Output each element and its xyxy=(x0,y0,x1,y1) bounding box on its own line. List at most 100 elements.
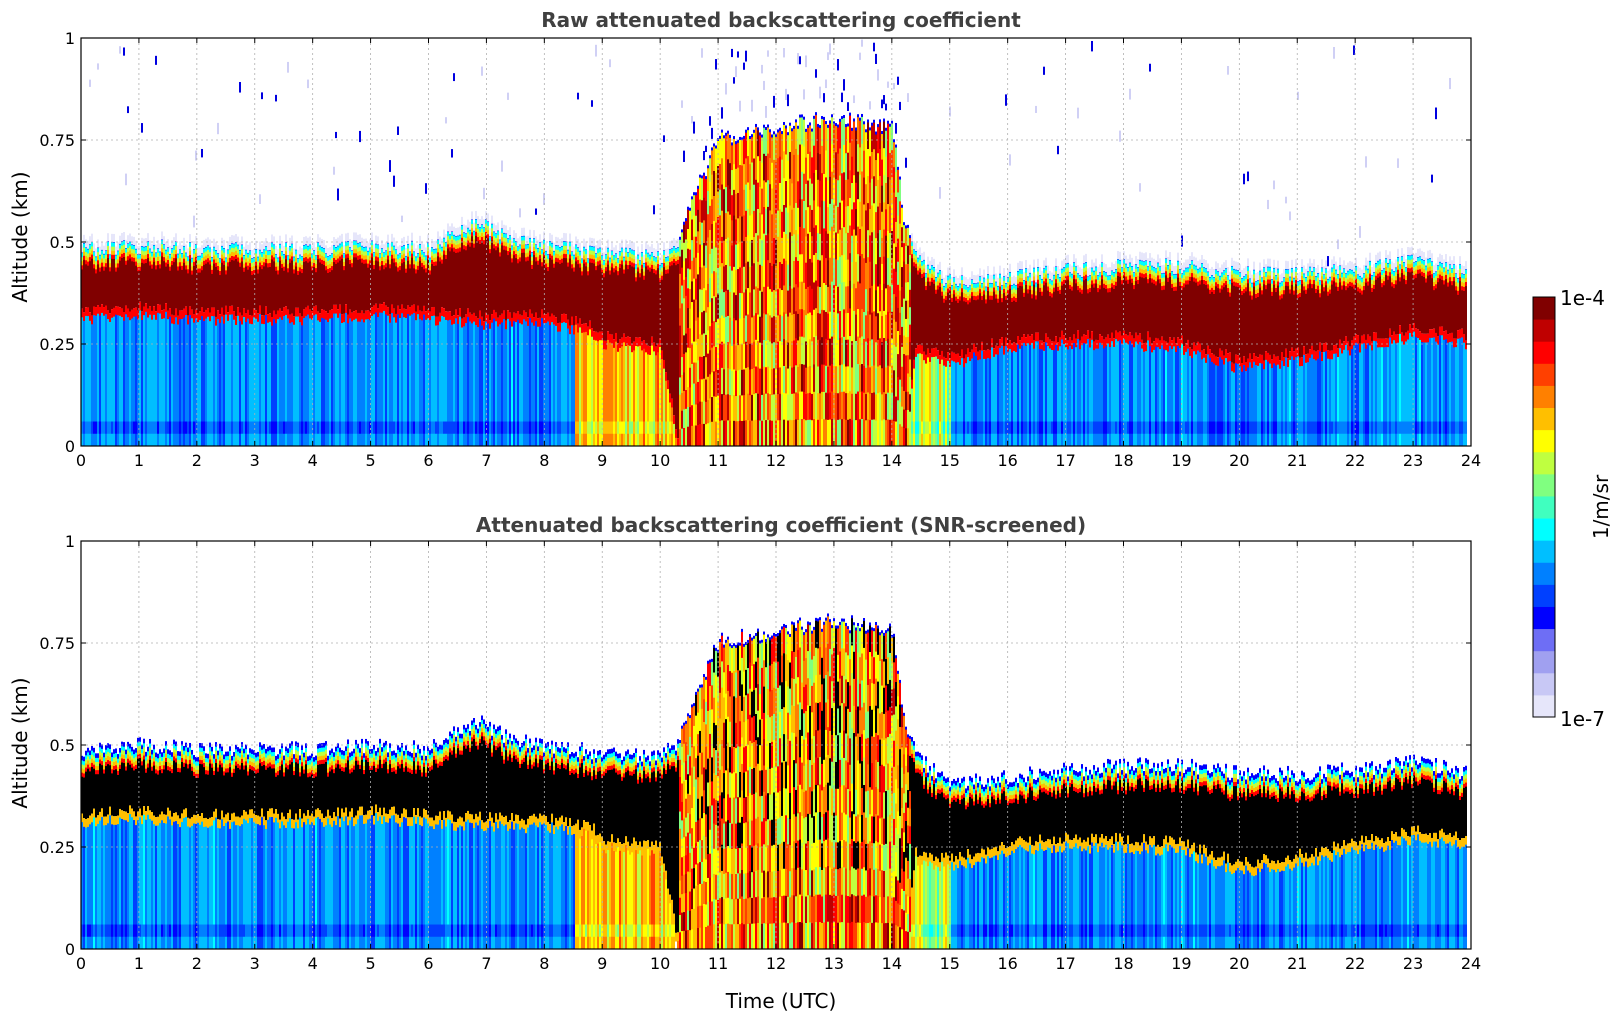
heatmap-column xyxy=(195,757,197,949)
colorbar-gradient xyxy=(1533,297,1555,718)
heatmap-column xyxy=(399,245,401,446)
heatmap-column xyxy=(1379,251,1381,446)
heatmap-column xyxy=(1307,263,1309,446)
noise-speck xyxy=(201,148,203,158)
heatmap-column xyxy=(1337,239,1339,446)
heatmap-column xyxy=(517,238,519,446)
noise-speck xyxy=(893,83,895,90)
noise-speck xyxy=(693,121,695,134)
heatmap-column xyxy=(1249,270,1251,446)
raw-backscatter-panel: Raw attenuated backscattering coefficien… xyxy=(8,8,1481,470)
heatmap-column xyxy=(1243,771,1245,949)
heatmap-column xyxy=(1307,778,1309,949)
noise-speck xyxy=(535,208,537,215)
noise-speck xyxy=(681,100,683,108)
heatmap-column xyxy=(369,239,371,446)
heatmap-column xyxy=(727,130,729,446)
heatmap-column xyxy=(1395,756,1397,949)
heatmap-column xyxy=(235,234,237,446)
noise-speck xyxy=(705,145,707,152)
heatmap-column xyxy=(1211,772,1213,949)
heatmap-column xyxy=(995,273,997,446)
heatmap-column xyxy=(445,738,447,949)
heatmap-column xyxy=(1347,770,1349,949)
heatmap-column xyxy=(1011,782,1013,949)
heatmap-column xyxy=(363,753,365,949)
heatmap-column xyxy=(125,749,127,949)
heatmap-column xyxy=(1023,271,1025,446)
heatmap-column xyxy=(1247,171,1249,446)
heatmap-column xyxy=(1057,145,1059,446)
colorbar-step xyxy=(1533,606,1555,630)
heatmap-column xyxy=(581,742,583,949)
heatmap-column xyxy=(885,103,887,446)
heatmap-column xyxy=(583,756,585,949)
heatmap-column xyxy=(1339,774,1341,949)
heatmap-column xyxy=(1157,254,1159,446)
heatmap-column xyxy=(101,241,103,446)
heatmap-column xyxy=(111,233,113,446)
heatmap-column xyxy=(587,250,589,446)
heatmap-column xyxy=(1251,773,1253,949)
heatmap-column xyxy=(355,232,357,446)
heatmap-column xyxy=(959,275,961,446)
heatmap-column xyxy=(861,624,863,949)
heatmap-column xyxy=(183,745,185,949)
heatmap-column xyxy=(101,744,103,949)
heatmap-column xyxy=(1207,263,1209,446)
heatmap-column xyxy=(1429,759,1431,949)
heatmap-column xyxy=(1155,260,1157,446)
heatmap-column xyxy=(1191,758,1193,949)
heatmap-column xyxy=(437,746,439,949)
heatmap-column xyxy=(223,239,225,446)
heatmap-column xyxy=(1427,758,1429,949)
heatmap-column xyxy=(911,233,913,446)
heatmap-column xyxy=(1161,761,1163,949)
heatmap-column xyxy=(363,238,365,446)
heatmap-column xyxy=(277,754,279,949)
heatmap-column xyxy=(185,244,187,446)
heatmap-column xyxy=(1381,262,1383,446)
heatmap-column xyxy=(1371,761,1373,949)
heatmap-column xyxy=(541,241,543,446)
heatmap-column xyxy=(1065,765,1067,949)
heatmap-column xyxy=(1235,261,1237,446)
heatmap-column xyxy=(1029,264,1031,446)
heatmap-column xyxy=(1451,768,1453,949)
heatmap-column xyxy=(1325,260,1327,446)
heatmap-column xyxy=(1111,768,1113,949)
heatmap-column xyxy=(987,778,989,949)
heatmap-column xyxy=(317,744,319,949)
heatmap-column xyxy=(1159,258,1161,446)
heatmap-column xyxy=(877,625,879,949)
heatmap-column xyxy=(765,106,767,446)
heatmap-column xyxy=(431,239,433,446)
x-tick-label: 13 xyxy=(824,954,844,973)
heatmap-column xyxy=(527,748,529,949)
heatmap-column xyxy=(261,92,263,446)
x-tick-label: 2 xyxy=(192,954,202,973)
heatmap-column xyxy=(1005,779,1007,949)
heatmap-column xyxy=(1275,267,1277,446)
heatmap-column xyxy=(381,240,383,446)
heatmap-column xyxy=(93,747,95,949)
heatmap-column xyxy=(1037,258,1039,446)
heatmap-column xyxy=(1327,764,1329,949)
heatmap-column xyxy=(1361,269,1363,446)
heatmap-column xyxy=(871,627,873,949)
heatmap-column xyxy=(921,253,923,446)
heatmap-column xyxy=(1289,211,1291,446)
heatmap-column xyxy=(1261,776,1263,949)
heatmap-column xyxy=(959,783,961,949)
heatmap-column xyxy=(225,751,227,949)
heatmap-column xyxy=(1387,254,1389,446)
heatmap-column xyxy=(673,745,675,949)
heatmap-column xyxy=(1195,257,1197,446)
heatmap-column xyxy=(713,143,715,446)
heatmap-column xyxy=(1101,772,1103,949)
heatmap-column xyxy=(83,756,85,949)
heatmap-column xyxy=(743,62,745,446)
heatmap-column xyxy=(1279,274,1281,446)
heatmap-column xyxy=(1421,250,1423,446)
heatmap-column xyxy=(1041,270,1043,446)
